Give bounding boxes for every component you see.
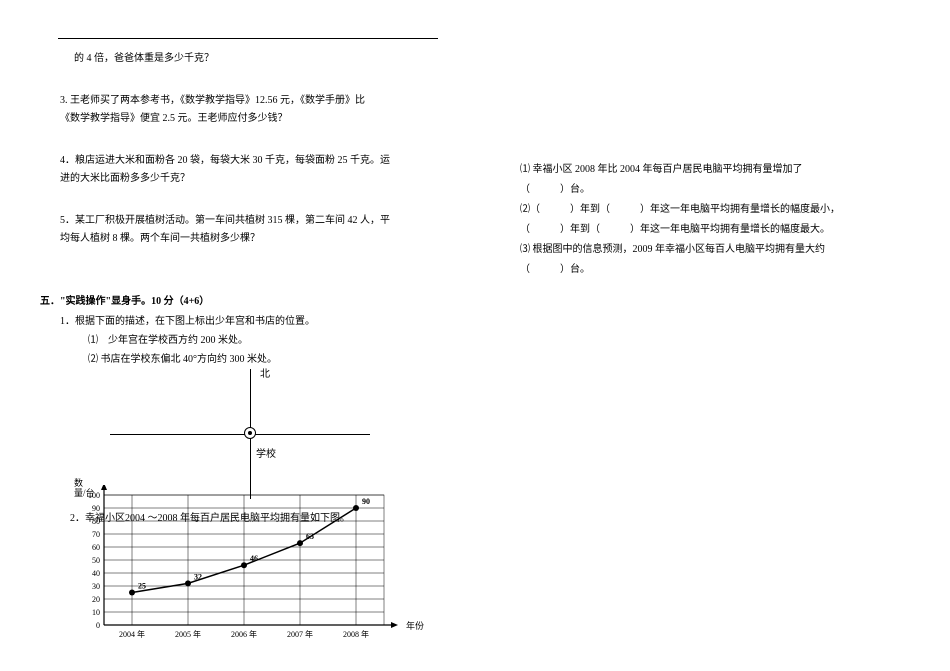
diagram-h-line xyxy=(110,434,370,435)
right-item-2: ⑵（ ）年到（ ）年这一年电脑平均拥有量增长的幅度最小，（ ）年到（ ）年这一年… xyxy=(510,200,840,240)
svg-text:年份: 年份 xyxy=(406,620,424,631)
svg-text:2004 年: 2004 年 xyxy=(119,629,145,639)
svg-text:100: 100 xyxy=(88,491,100,500)
right-item-3: ⑶ 根据图中的信息预测，2009 年幸福小区每百人电脑平均拥有量大约（ ）台。 xyxy=(510,240,840,280)
svg-text:25: 25 xyxy=(138,582,146,591)
svg-text:46: 46 xyxy=(250,554,258,563)
svg-text:10: 10 xyxy=(92,608,100,617)
school-label: 学校 xyxy=(256,445,276,460)
svg-text:2006 年: 2006 年 xyxy=(231,629,257,639)
svg-text:90: 90 xyxy=(362,497,370,506)
svg-text:20: 20 xyxy=(92,595,100,604)
svg-text:40: 40 xyxy=(92,569,100,578)
question-3: 3. 王老师买了两本参考书，《数学教学指导》12.56 元，《数学手册》比《数学… xyxy=(60,92,370,128)
svg-text:2007 年: 2007 年 xyxy=(287,629,313,639)
question-tail: 的 4 倍，爸爸体重是多少千克？ xyxy=(60,50,460,68)
svg-text:30: 30 xyxy=(92,582,100,591)
svg-text:0: 0 xyxy=(96,621,100,630)
svg-text:2005 年: 2005 年 xyxy=(175,629,201,639)
s5-q2-text: 2．幸福小区2004 ～2008 年每百户居民电脑平均拥有量如下图。 xyxy=(70,509,350,524)
svg-text:63: 63 xyxy=(306,532,314,541)
svg-text:50: 50 xyxy=(92,556,100,565)
s5-q1-sub1: ⑴ 少年宫在学校西方约 200 米处。 xyxy=(60,331,460,350)
section-5-title: 五．"实践操作"显身手。10 分（4+6） xyxy=(40,292,460,307)
north-label: 北 xyxy=(260,365,270,380)
line-chart: 数 量/台 01020304050607080901002004 年2005 年… xyxy=(70,485,430,655)
s5-q1: 1．根据下面的描述，在下图上标出少年宫和书店的位置。 xyxy=(60,313,460,331)
svg-text:32: 32 xyxy=(194,572,202,581)
question-5: 5．某工厂积极开展植树活动。第一车间共植树 315 棵，第二车间 42 人，平均… xyxy=(60,212,390,248)
svg-text:70: 70 xyxy=(92,530,100,539)
compass-diagram: 北 学校 xyxy=(80,369,460,499)
question-4: 4．粮店运进大米和面粉各 20 袋，每袋大米 30 千克，每袋面粉 25 千克。… xyxy=(60,152,390,188)
svg-text:2008 年: 2008 年 xyxy=(343,629,369,639)
svg-text:60: 60 xyxy=(92,543,100,552)
right-item-1: ⑴ 幸福小区 2008 年比 2004 年每百户居民电脑平均拥有量增加了（ ）台… xyxy=(510,160,840,200)
school-dot xyxy=(248,431,252,435)
